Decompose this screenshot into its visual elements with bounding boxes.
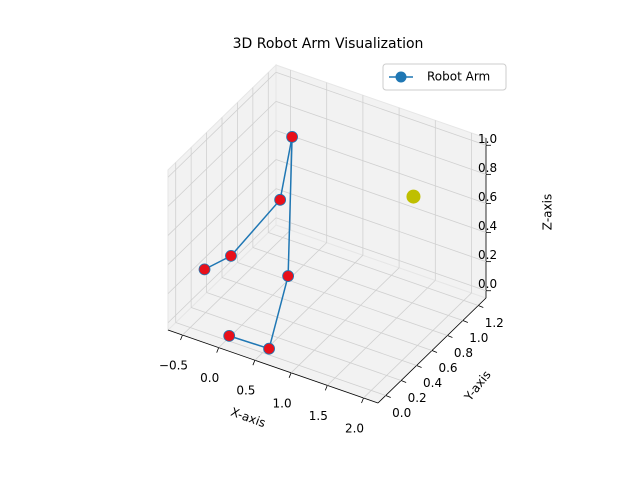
grid-line [275, 130, 487, 204]
x-tick [361, 397, 364, 404]
y-axis-label: Y-axis [461, 368, 494, 404]
x-tick-label: −0.5 [159, 359, 188, 373]
legend-label: Robot Arm [427, 70, 490, 84]
grid-line [191, 307, 402, 381]
grid-line [167, 188, 277, 294]
joint-marker [223, 329, 236, 342]
y-tick [478, 305, 484, 308]
y-tick-label: 1.2 [485, 316, 504, 330]
grid-line [275, 100, 487, 175]
grid-line [237, 262, 448, 336]
y-tick-label: 0.0 [392, 406, 411, 420]
grid-line [268, 232, 479, 306]
grid-line [206, 292, 417, 366]
y-tick [431, 350, 438, 353]
y-tick-label: 1.0 [469, 331, 488, 345]
grid-line [167, 71, 277, 178]
grid-line [167, 101, 277, 207]
legend-marker [395, 71, 407, 83]
grid-line [167, 159, 277, 265]
x-tick-label: 1.5 [309, 409, 328, 423]
x-tick-label: 0.0 [200, 371, 219, 385]
grid-line [275, 71, 487, 146]
x-axis-line [167, 329, 379, 404]
grid-line [167, 217, 277, 324]
y-tick-label: 0.2 [408, 391, 427, 405]
z-tick-label: 0.6 [478, 190, 497, 204]
x-tick-label: 1.0 [273, 396, 292, 410]
y-tick-label: 0.6 [438, 361, 457, 375]
joint-marker [263, 342, 275, 355]
y-tick [447, 335, 453, 338]
y-tick-label: 0.8 [454, 346, 473, 360]
x-axis-label: X-axis [229, 405, 268, 430]
x-tick [216, 347, 220, 353]
target-marker [406, 189, 421, 204]
z-tick-label: 0.8 [478, 161, 497, 175]
x-tick [252, 360, 256, 366]
grid-line [167, 130, 277, 236]
joint-marker [274, 193, 287, 206]
x-tick [324, 385, 328, 391]
z-axis-label: Z-axis [541, 194, 555, 230]
z-tick-label: 1.0 [478, 132, 497, 146]
grid-line [175, 322, 386, 396]
grid-line [275, 188, 487, 263]
joint-marker [198, 263, 211, 276]
z-tick-label: 0.0 [478, 277, 497, 291]
joint-marker [286, 131, 298, 143]
y-tick [385, 395, 391, 398]
y-tick [416, 365, 422, 368]
x-tick-label: 2.0 [345, 421, 364, 435]
z-tick-label: 0.2 [478, 248, 497, 262]
y-tick [462, 320, 469, 323]
joint-marker [282, 270, 295, 282]
grid-line [275, 217, 487, 292]
x-tick [288, 372, 292, 378]
z-tick-label: 0.4 [478, 219, 497, 233]
joint-marker [225, 249, 237, 262]
chart-title: 3D Robot Arm Visualization [233, 36, 424, 52]
y-tick-label: 0.4 [423, 376, 442, 390]
grid-line [221, 277, 433, 351]
legend-box [382, 63, 507, 91]
y-tick [400, 380, 407, 383]
x-tick [180, 334, 183, 341]
x-tick-label: 0.5 [236, 384, 255, 398]
grid-line [275, 159, 487, 233]
